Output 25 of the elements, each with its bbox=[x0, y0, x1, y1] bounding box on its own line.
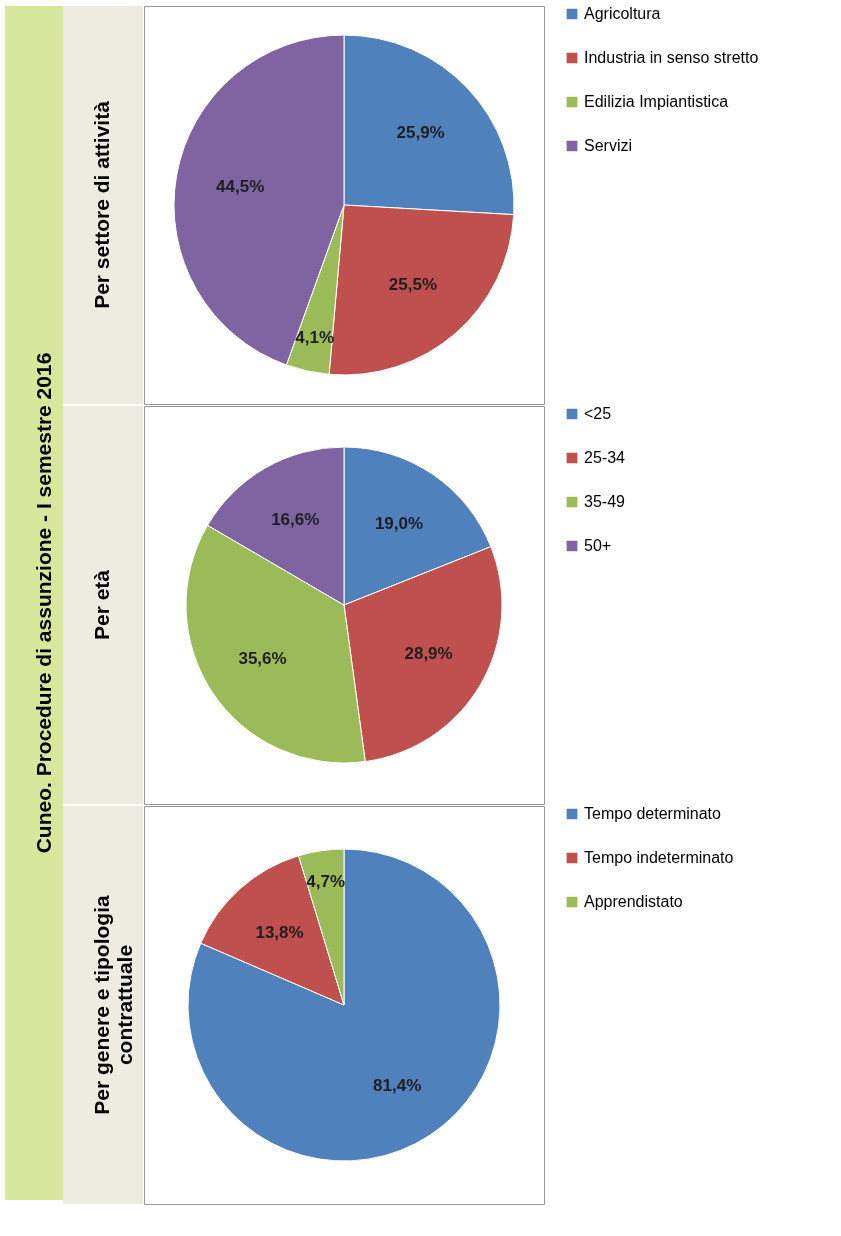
legend-label: Tempo indeterminato bbox=[584, 849, 734, 866]
legend-label: Industria in senso stretto bbox=[584, 49, 759, 66]
legend-label: Agricoltura bbox=[584, 5, 661, 22]
legend-label: 50+ bbox=[584, 537, 612, 554]
data-label: 25,9% bbox=[396, 122, 445, 142]
pie-slice bbox=[187, 848, 501, 1162]
text: Per settore di attività bbox=[90, 100, 113, 309]
data-label: 44,5% bbox=[216, 176, 265, 196]
legend-label: Edilizia Impiantistica bbox=[584, 93, 729, 110]
legend-label: 35-49 bbox=[584, 493, 626, 510]
data-label: 81,4% bbox=[373, 1075, 422, 1095]
data-label: 35,6% bbox=[238, 649, 287, 669]
legend-label: Servizi bbox=[584, 137, 633, 154]
data-label: 13,8% bbox=[255, 922, 304, 942]
legend-label: 25-34 bbox=[584, 449, 626, 466]
legend-label: <25 bbox=[584, 405, 612, 422]
data-label: 25,5% bbox=[388, 274, 438, 294]
text: Per età bbox=[90, 569, 113, 641]
data-label: 19,0% bbox=[374, 513, 424, 533]
text: Per genere e tipologia contrattuale bbox=[90, 894, 136, 1115]
text: Cuneo. Procedure di assunzione - I semestre 2016 bbox=[32, 352, 55, 854]
data-label: 16,6% bbox=[271, 510, 320, 530]
legend-label: Apprendistato bbox=[584, 893, 683, 910]
legend-label: Tempo determinato bbox=[584, 805, 722, 822]
data-label: 28,9% bbox=[404, 644, 453, 664]
